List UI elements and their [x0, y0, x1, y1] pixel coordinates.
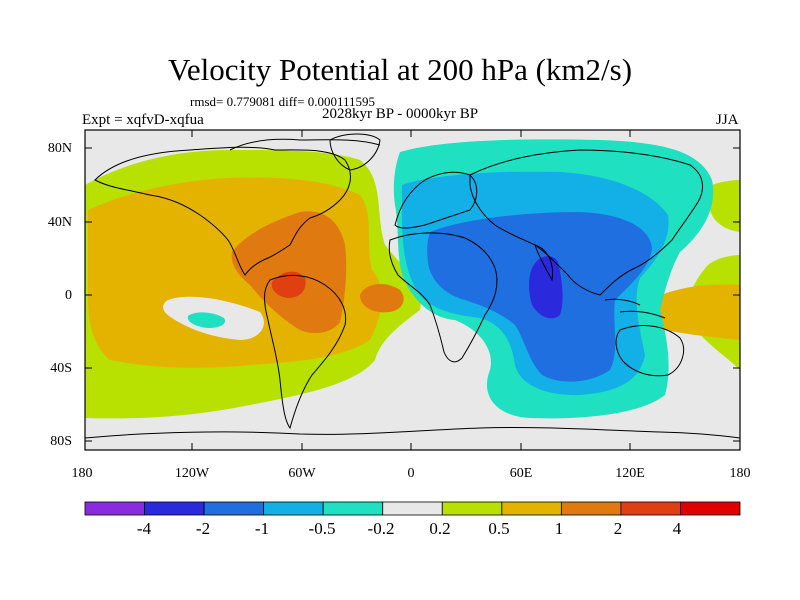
stats-line: rmsd= 0.779081 diff= 0.000111595	[190, 94, 375, 109]
colorbar-label-9: 2	[613, 519, 623, 538]
lat-ticks	[85, 147, 740, 442]
map-title: Velocity Potential at 200 hPa (km2/s)	[167, 52, 633, 87]
coast-indonesia	[604, 298, 666, 319]
period-label: 2028kyr BP - 0000kyr BP	[322, 106, 479, 122]
contour-eastpac-0-5	[640, 284, 740, 340]
colorbar-label-7: 0.5	[488, 519, 510, 538]
colorbar-label-6: 0.2	[429, 519, 451, 538]
colorbar-label-5: -0.2	[367, 519, 395, 538]
colorbar-label-1: -4	[136, 519, 152, 538]
coast-africa	[388, 232, 498, 363]
coast-south-america	[264, 274, 347, 430]
contour-west-2	[271, 271, 306, 298]
colorbar-swatch	[560, 501, 622, 516]
map-frame	[84, 129, 741, 451]
colorbar-label-8: 1	[554, 519, 564, 538]
colorbar-label-2: -2	[195, 519, 211, 538]
colorbar-label-3: -1	[254, 519, 270, 538]
contour-topright-0-2	[709, 180, 740, 232]
coast-greenland	[329, 133, 381, 171]
velocity-potential-field	[85, 130, 740, 450]
coast-india	[534, 244, 554, 282]
colorbar-swatch	[263, 501, 324, 516]
contour-east-neg-2	[529, 256, 563, 319]
colorbar-swatch	[203, 501, 265, 516]
lat-label-eq: 0	[65, 288, 72, 303]
experiment-label: Expt = xqfvD-xqfua	[82, 112, 204, 128]
contour-atlantic-1	[360, 283, 404, 313]
season-label: JJA	[716, 112, 739, 128]
colorbar-swatch	[680, 501, 741, 516]
lon-label-60w: 60W	[288, 466, 316, 481]
lon-label-0: 0	[407, 466, 415, 481]
coastlines	[85, 133, 740, 439]
colorbar-swatch	[620, 501, 681, 516]
lat-label-80s: 80S	[50, 434, 72, 449]
lon-label-180e: 180	[729, 466, 751, 481]
colorbar	[84, 501, 741, 516]
colorbar-swatch	[322, 501, 384, 516]
lon-label-120e: 120E	[615, 466, 645, 481]
lon-label-120w: 120W	[174, 466, 210, 481]
coast-asia	[469, 149, 703, 296]
lon-ticks	[191, 130, 631, 450]
coast-arctic-canada	[229, 138, 381, 151]
colorbar-label-10: 4	[672, 519, 682, 538]
colorbar-swatch	[84, 501, 145, 516]
lon-label-60e: 60E	[509, 466, 533, 481]
colorbar-swatch	[144, 501, 205, 516]
contour-pacific-negative	[187, 312, 226, 328]
lon-label-180w: 180	[71, 466, 93, 481]
colorbar-swatch	[441, 501, 503, 516]
coast-australia	[615, 325, 684, 377]
colorbar-swatch	[382, 501, 443, 516]
coast-europe	[394, 171, 478, 229]
coast-antarctica	[85, 426, 740, 439]
lat-label-40s: 40S	[50, 361, 72, 376]
lat-label-80n: 80N	[47, 141, 72, 156]
lat-label-40n: 40N	[47, 215, 72, 230]
colorbar-label-4: -0.5	[308, 519, 336, 538]
colorbar-swatch	[501, 501, 562, 516]
coast-north-america	[94, 146, 351, 276]
